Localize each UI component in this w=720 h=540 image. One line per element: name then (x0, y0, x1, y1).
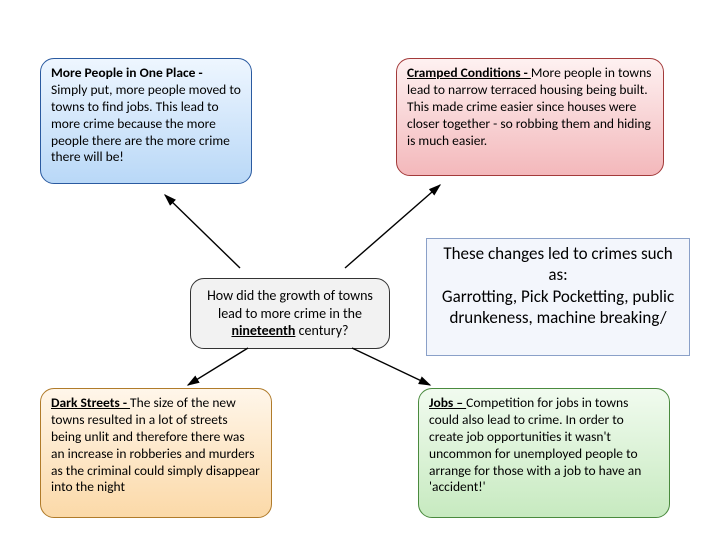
box-cramped-conditions: Cramped Conditions - More people in town… (396, 58, 664, 176)
result-box: These changes led to crimes such as: Gar… (426, 238, 690, 356)
center-question: How did the growth of towns lead to more… (190, 278, 390, 349)
box-title: More People in One Place - (51, 64, 203, 81)
center-post: century? (295, 322, 348, 339)
result-line2: Garrotting, Pick Pocketting, public drun… (433, 286, 683, 329)
box-title: Jobs – (429, 394, 466, 411)
center-pre: How did the growth of towns lead to more… (207, 287, 373, 322)
box-dark-streets: Dark Streets - The size of the new towns… (40, 388, 272, 518)
box-more-people: More People in One Place - Simply put, m… (40, 58, 252, 184)
result-line1: These changes led to crimes such as: (433, 243, 683, 286)
center-keyword: nineteenth (231, 322, 295, 339)
box-title: Dark Streets - (51, 394, 130, 411)
box-body: Simply put, more people moved to towns t… (51, 81, 241, 166)
box-title: Cramped Conditions - (407, 64, 531, 81)
box-jobs: Jobs – Competition for jobs in towns cou… (418, 388, 670, 518)
